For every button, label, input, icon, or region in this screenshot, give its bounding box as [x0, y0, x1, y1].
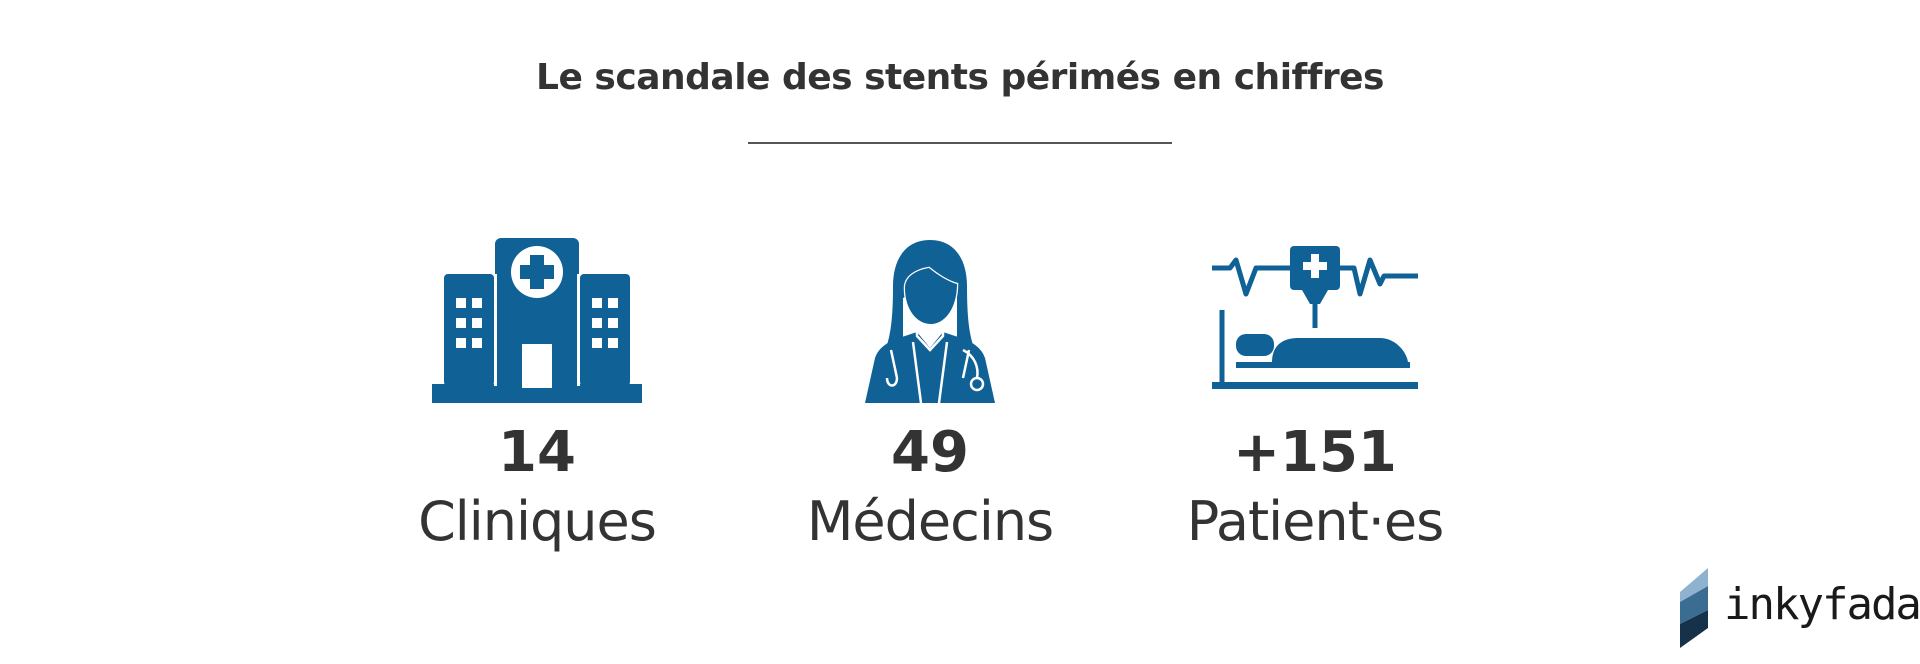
title-divider [748, 142, 1172, 144]
stat-cliniques: 14 Cliniques [387, 238, 687, 557]
page-title: Le scandale des stents périmés en chiffr… [536, 57, 1384, 98]
stat-medecins: 49 Médecins [780, 238, 1080, 557]
doctor-icon [825, 238, 1035, 403]
stat-label: Médecins [806, 490, 1054, 553]
patient-bed-icon [1210, 238, 1420, 403]
hospital-icon [432, 238, 642, 403]
stat-label: Patient·es [1186, 490, 1445, 553]
inkyfada-logo: inkyfada [1680, 568, 1920, 648]
stat-value: 14 [498, 420, 576, 485]
inkyfada-logo-mark [1680, 568, 1708, 648]
inkyfada-logo-text: inkyfada [1724, 579, 1920, 630]
stat-patients: +151 Patient·es [1165, 238, 1465, 557]
stat-value: +151 [1233, 420, 1397, 485]
stat-label: Cliniques [418, 490, 657, 553]
stat-value: 49 [891, 420, 969, 485]
